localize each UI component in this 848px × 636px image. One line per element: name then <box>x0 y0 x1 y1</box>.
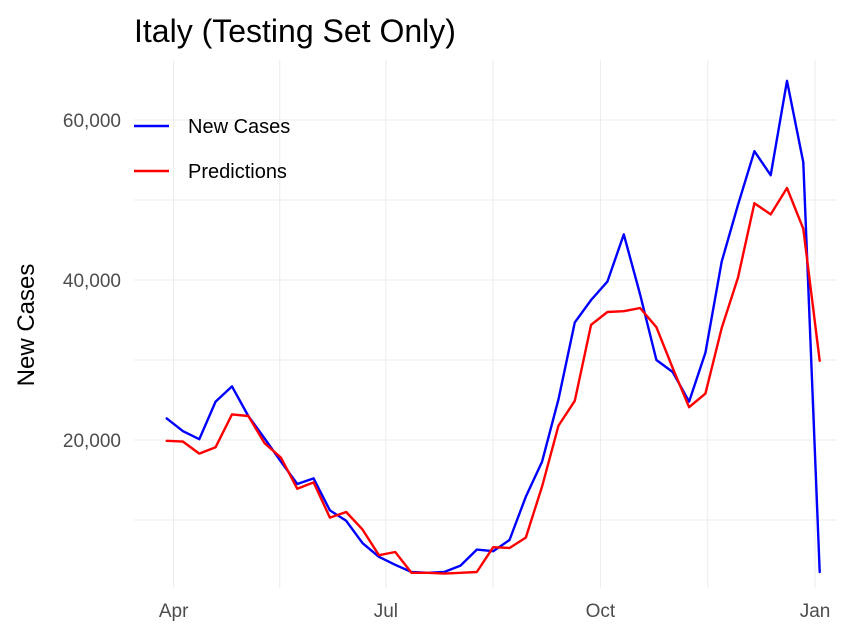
legend: New Cases Predictions <box>134 116 290 183</box>
x-tick-label: Jan <box>800 601 831 622</box>
y-tick-label: 60,000 <box>63 111 121 132</box>
y-tick-label: 40,000 <box>63 271 121 292</box>
legend-label: New Cases <box>188 116 290 138</box>
gridlines <box>134 60 836 588</box>
y-tick-label: 20,000 <box>63 431 121 452</box>
y-axis-label: New Cases <box>13 264 40 387</box>
x-tick-label: Jul <box>374 601 398 622</box>
series-line-predictions <box>165 186 821 575</box>
y-axis-ticks: 20,000 40,000 60,000 <box>63 111 121 452</box>
legend-label: Predictions <box>188 161 287 183</box>
x-tick-label: Oct <box>586 601 616 622</box>
chart-title: Italy (Testing Set Only) <box>134 13 456 49</box>
series-lines <box>165 79 821 575</box>
x-axis-ticks: Apr Jul Oct Jan <box>159 601 830 622</box>
x-tick-label: Apr <box>159 601 189 622</box>
